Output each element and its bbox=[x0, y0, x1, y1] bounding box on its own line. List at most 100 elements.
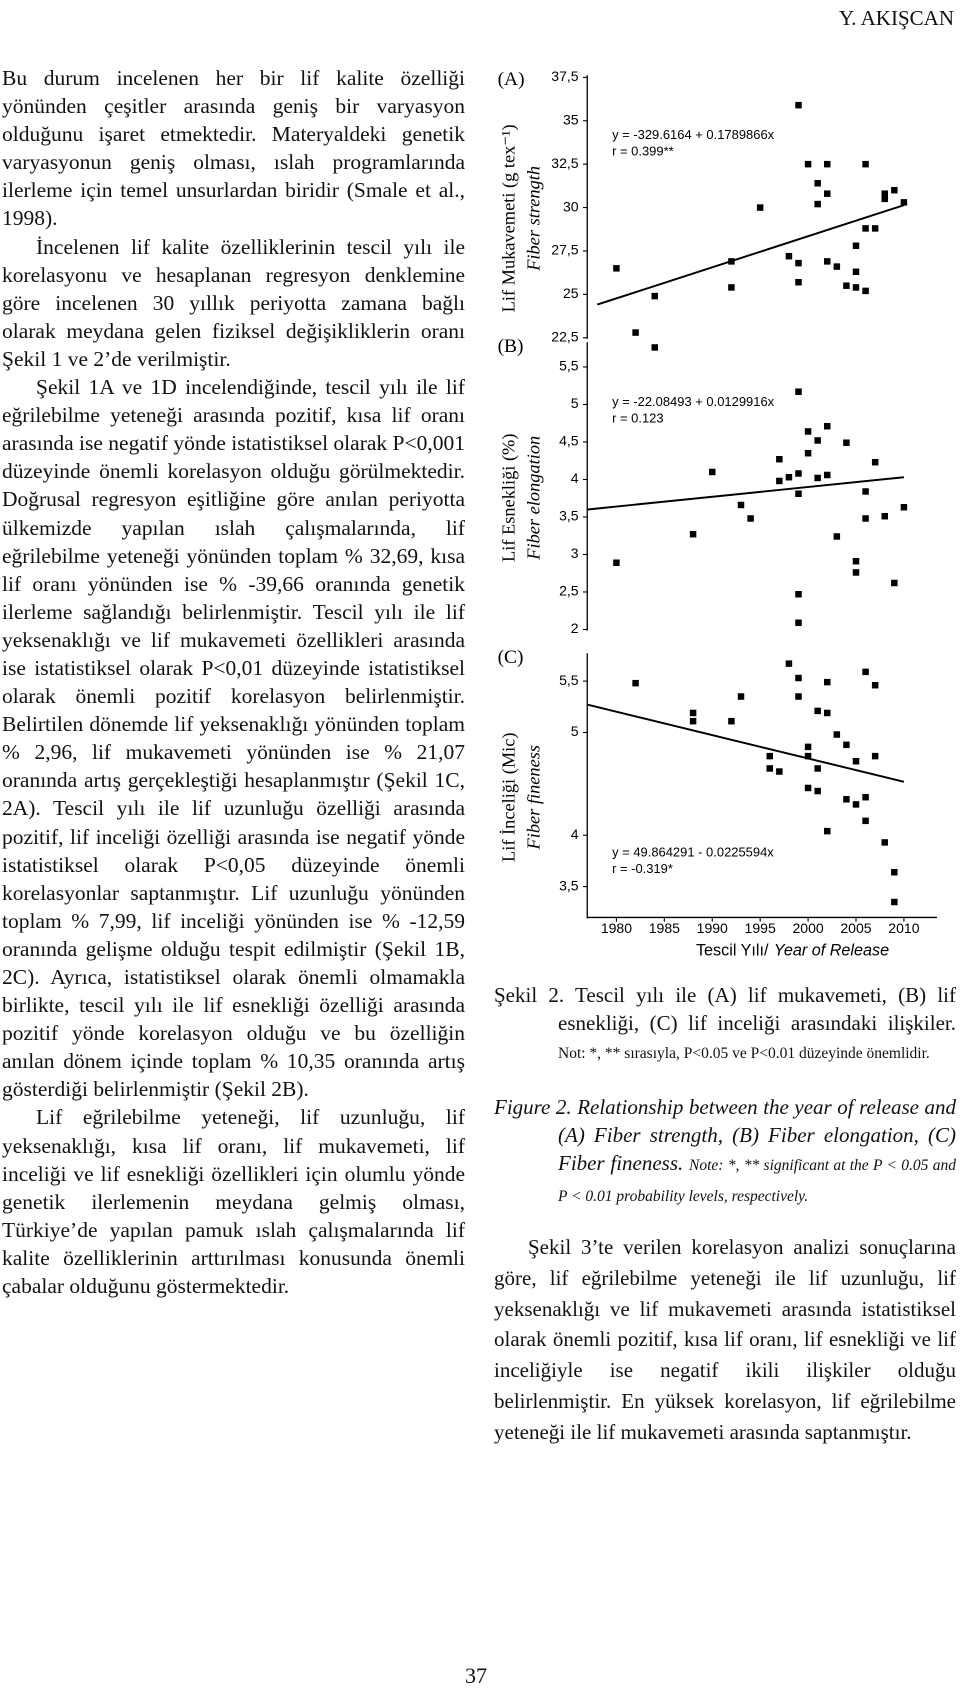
trend-line bbox=[596, 204, 905, 306]
data-point bbox=[824, 422, 831, 430]
data-point bbox=[776, 477, 783, 485]
paragraph: Lif eğrilebilme yeteneği, lif uzunluğu, … bbox=[2, 1105, 465, 1299]
panel-label: (B) bbox=[498, 336, 524, 357]
data-point bbox=[862, 515, 869, 522]
y-axis-label: Lif İnceliği (Mic) bbox=[499, 732, 520, 861]
trend-line bbox=[587, 476, 905, 511]
data-point bbox=[862, 225, 869, 232]
data-point bbox=[891, 579, 898, 587]
data-point bbox=[776, 768, 783, 775]
y-tick-label: 4,5 bbox=[559, 433, 579, 449]
data-point bbox=[689, 530, 697, 538]
data-point bbox=[843, 796, 850, 803]
data-point bbox=[852, 284, 860, 291]
data-point bbox=[776, 455, 783, 463]
data-point bbox=[709, 468, 716, 476]
data-point bbox=[804, 160, 812, 168]
data-point bbox=[862, 817, 869, 825]
data-point bbox=[795, 101, 802, 109]
data-point bbox=[833, 533, 841, 540]
data-point bbox=[814, 787, 821, 795]
data-point bbox=[737, 501, 745, 509]
data-point bbox=[613, 559, 620, 566]
data-point bbox=[871, 752, 879, 760]
data-point bbox=[833, 731, 841, 738]
data-point bbox=[824, 160, 831, 168]
data-point bbox=[766, 765, 773, 772]
data-point bbox=[881, 195, 888, 203]
data-point bbox=[728, 284, 735, 291]
y-axis-label-en: Fiber fineness bbox=[524, 745, 544, 851]
data-point bbox=[824, 471, 831, 479]
data-point bbox=[795, 470, 802, 477]
equation: y = 49.864291 - 0.0225594x bbox=[612, 845, 774, 860]
data-point bbox=[795, 693, 802, 700]
caption-note: Not: *, ** sırasıyla, P<0.05 ve P<0.01 d… bbox=[558, 1045, 930, 1062]
data-point bbox=[785, 473, 793, 481]
y-tick-label: 27,5 bbox=[551, 242, 579, 258]
data-point bbox=[651, 344, 658, 351]
data-point bbox=[881, 839, 888, 846]
data-point bbox=[824, 190, 831, 197]
y-tick-label: 3,5 bbox=[559, 877, 579, 893]
x-tick-label: 2005 bbox=[840, 920, 871, 936]
data-point bbox=[824, 709, 831, 717]
y-tick-label: 5,5 bbox=[559, 358, 579, 374]
data-point bbox=[613, 265, 620, 272]
data-point bbox=[891, 186, 898, 194]
data-point bbox=[814, 474, 821, 482]
y-tick-label: 4 bbox=[571, 826, 579, 842]
data-point bbox=[804, 743, 812, 751]
panel-label: (C) bbox=[498, 647, 524, 668]
x-axis-label: Tescil Yılı/Year of Release bbox=[696, 942, 889, 960]
data-point bbox=[852, 557, 860, 565]
data-point bbox=[843, 282, 850, 289]
data-point bbox=[852, 242, 860, 250]
data-point bbox=[900, 199, 908, 206]
data-point bbox=[814, 707, 821, 715]
y-tick-label: 3,5 bbox=[559, 508, 579, 524]
y-tick-label: 37,5 bbox=[551, 68, 579, 84]
paragraph: Şekil 3’te verilen korelasyon analizi so… bbox=[494, 1235, 956, 1444]
data-point bbox=[852, 758, 860, 765]
x-tick-label: 1995 bbox=[745, 920, 776, 936]
data-point bbox=[852, 569, 860, 576]
y-tick-label: 22,5 bbox=[551, 328, 579, 344]
data-point bbox=[814, 200, 821, 208]
y-tick-label: 35 bbox=[563, 111, 579, 127]
caption-label: Figure 2. bbox=[494, 1095, 572, 1119]
data-point bbox=[814, 437, 821, 444]
correlation: r = 0.123 bbox=[612, 410, 664, 425]
caption-en: Figure 2. Relationship between the year … bbox=[494, 1093, 956, 1211]
data-point bbox=[891, 868, 898, 876]
data-point bbox=[804, 428, 812, 435]
caption-body: Relationship between the year of release… bbox=[558, 1095, 956, 1175]
correlation: r = 0.399** bbox=[612, 143, 674, 158]
data-point bbox=[632, 679, 639, 687]
equation: y = -329.6164 + 0.1789866x bbox=[612, 127, 775, 142]
data-point bbox=[843, 741, 850, 749]
left-column: Bu durum incelenen her bir lif kalite öz… bbox=[2, 64, 465, 1300]
data-point bbox=[843, 439, 850, 446]
x-tick-label: 1990 bbox=[697, 920, 728, 936]
data-point bbox=[766, 752, 773, 760]
data-point bbox=[756, 204, 764, 211]
data-point bbox=[824, 827, 831, 835]
y-tick-label: 32,5 bbox=[551, 155, 579, 171]
data-point bbox=[862, 488, 869, 495]
x-label-en: Year of Release bbox=[774, 942, 889, 960]
y-tick-label: 30 bbox=[563, 198, 579, 214]
y-axis-label-en: Fiber strength bbox=[524, 166, 544, 272]
data-point bbox=[862, 287, 869, 295]
caption-note: Note: *, ** significant at the P < 0.05 … bbox=[558, 1157, 957, 1205]
data-point bbox=[871, 681, 879, 689]
y-tick-label: 5 bbox=[571, 723, 579, 739]
paragraph: İncelenen lif kalite özelliklerinin tesc… bbox=[2, 234, 465, 371]
x-label-tr: Tescil Yılı/ bbox=[696, 942, 769, 960]
data-point bbox=[795, 278, 802, 286]
panel-label: (A) bbox=[498, 69, 525, 90]
data-point bbox=[785, 660, 793, 667]
caption-label: Şekil 2. bbox=[494, 983, 565, 1007]
data-point bbox=[862, 160, 869, 168]
